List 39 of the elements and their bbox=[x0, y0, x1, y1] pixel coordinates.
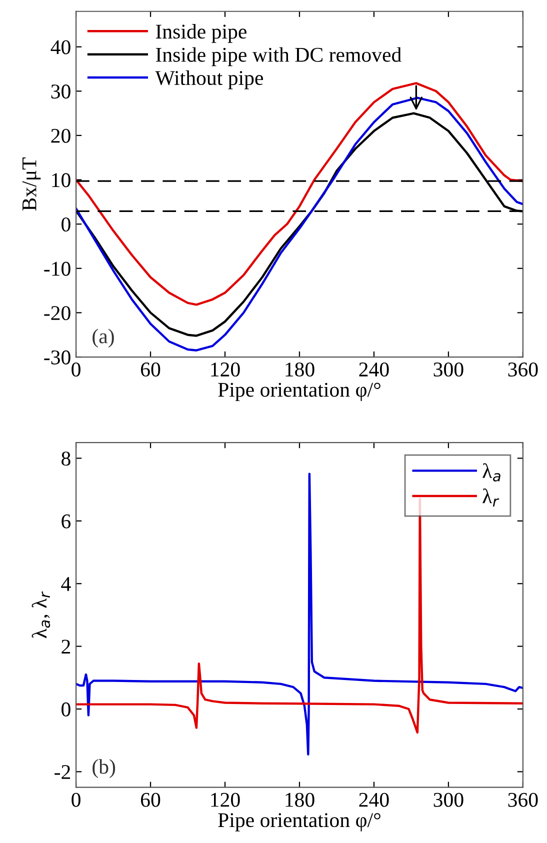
y-tick-label: 6 bbox=[62, 514, 71, 528]
y-tick-label: 2 bbox=[62, 640, 70, 654]
x-tick-label: 300 bbox=[434, 792, 464, 807]
x-tick-label: 360 bbox=[508, 362, 538, 377]
y-axis-title: λ$_{a}$, λ$_{r}$ bbox=[32, 591, 50, 638]
y-axis-title: Bx/μT bbox=[22, 158, 41, 211]
x-tick-label: 240 bbox=[359, 792, 389, 807]
y-tick-label: 0 bbox=[62, 217, 70, 232]
y-tick-label: 40 bbox=[50, 40, 70, 54]
y-tick-label: 8 bbox=[62, 452, 70, 466]
y-tick-label: 4 bbox=[61, 577, 71, 591]
annotation: (b) bbox=[92, 759, 116, 778]
x-tick-label: 300 bbox=[434, 362, 464, 377]
legend-label: Inside pipe with DC removed bbox=[156, 47, 402, 66]
x-tick-label: 240 bbox=[359, 362, 389, 377]
y-tick-label: 20 bbox=[51, 128, 70, 143]
y-tick-label: 30 bbox=[51, 84, 70, 99]
x-tick-label: 180 bbox=[286, 362, 314, 377]
y-tick-label: -2 bbox=[54, 765, 70, 779]
x-tick-label: 360 bbox=[508, 792, 538, 807]
x-tick-label: 120 bbox=[211, 362, 240, 377]
x-tick-label: 180 bbox=[286, 792, 314, 807]
x-tick-label: 0 bbox=[72, 792, 80, 807]
x-tick-label: 60 bbox=[140, 792, 160, 807]
annotation: (a) bbox=[92, 328, 114, 348]
x-tick-label: 60 bbox=[140, 362, 160, 377]
y-tick-label: -20 bbox=[44, 306, 70, 320]
y-tick-label: -10 bbox=[44, 262, 70, 276]
legend-label: Inside pipe bbox=[156, 24, 246, 43]
y-tick-label: 0 bbox=[62, 702, 70, 716]
x-axis-title: Pipe orientation φ/° bbox=[218, 813, 380, 832]
x-tick-label: 120 bbox=[211, 792, 240, 807]
legend-label: Without pipe bbox=[155, 70, 263, 90]
x-axis-title: Pipe orientation φ/° bbox=[218, 382, 380, 402]
y-tick-label: -30 bbox=[44, 350, 70, 364]
legend-label: λ$_{r}$ bbox=[482, 488, 500, 507]
legend-label: λ$_{a}$ bbox=[482, 463, 500, 482]
y-tick-label: 10 bbox=[52, 173, 70, 188]
x-tick-label: 0 bbox=[72, 362, 80, 377]
